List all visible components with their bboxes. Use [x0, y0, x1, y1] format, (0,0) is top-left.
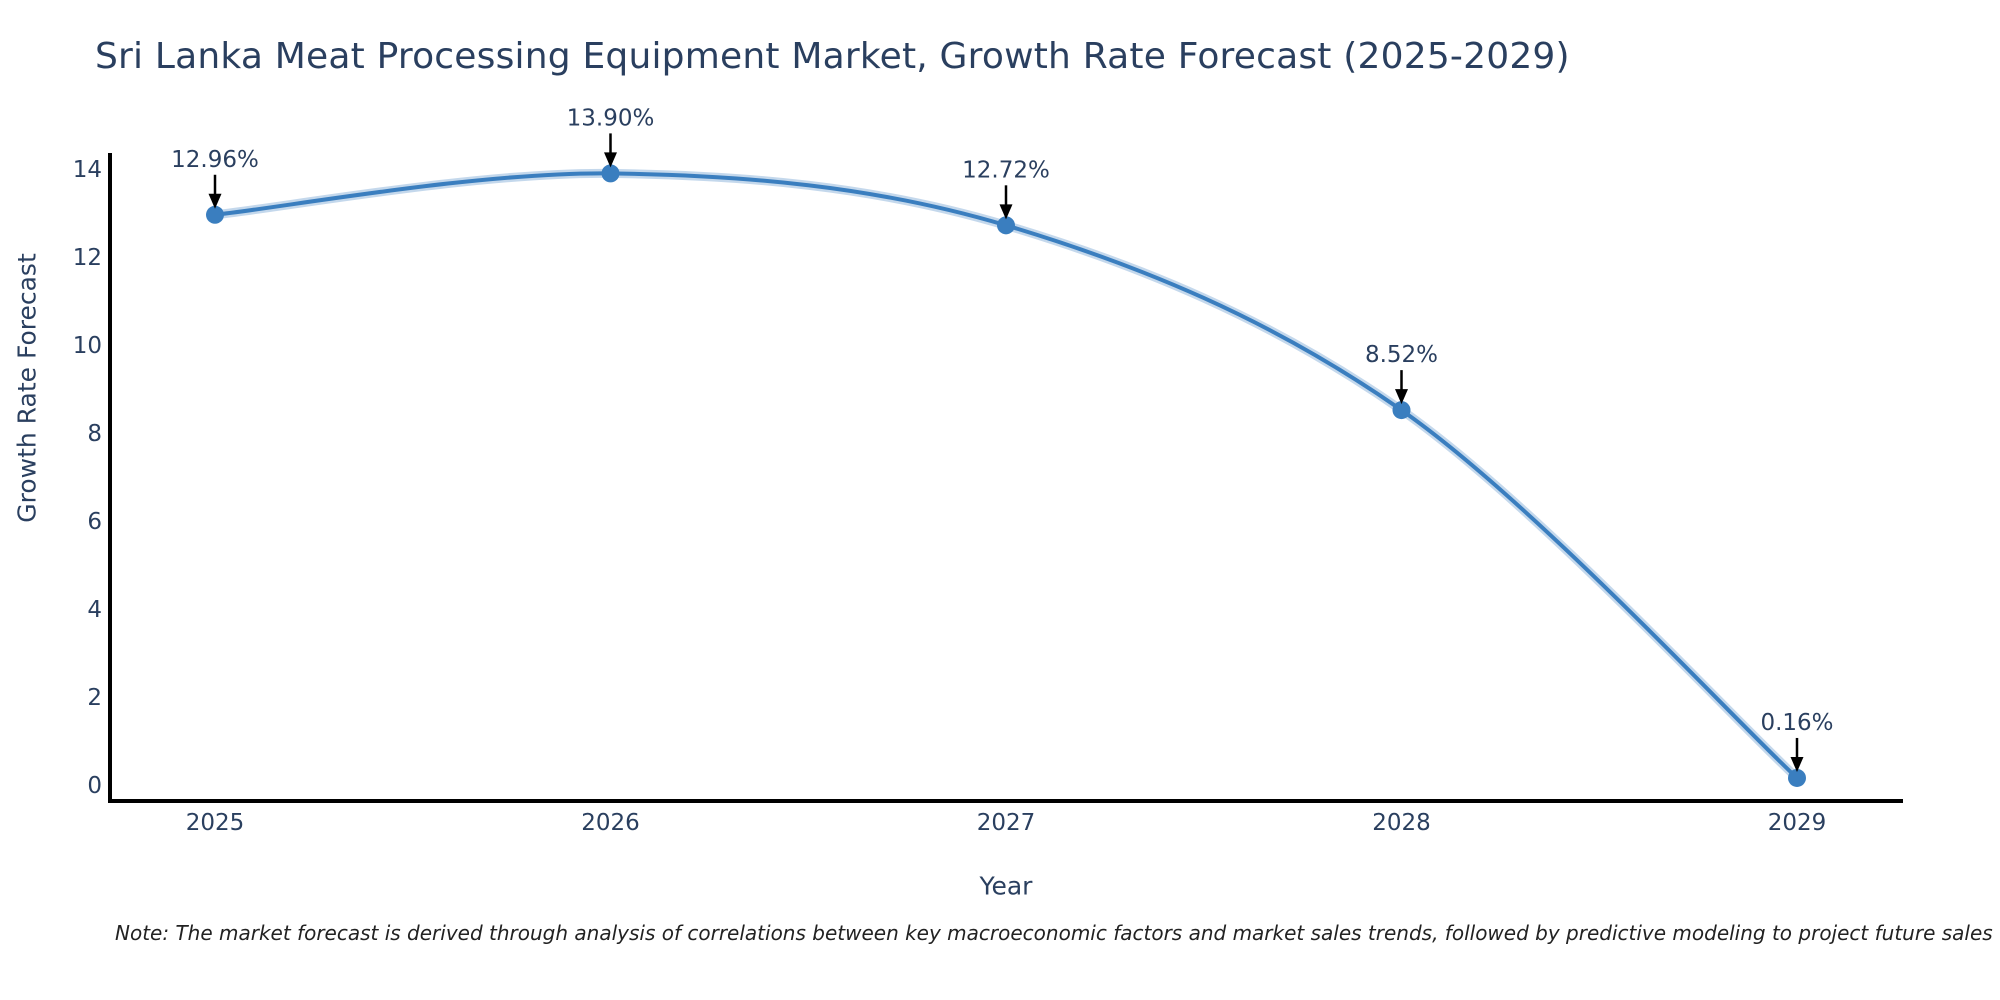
data-point-2026[interactable] — [601, 164, 620, 183]
y-tick-label: 8 — [87, 421, 102, 447]
y-tick-label: 4 — [87, 597, 102, 623]
data-point-label: 8.52% — [1365, 342, 1438, 368]
data-point-label: 13.90% — [567, 105, 655, 131]
data-point-2028[interactable] — [1392, 401, 1411, 420]
x-tick-label: 2029 — [1768, 810, 1827, 836]
footnote: Note: The market forecast is derived thr… — [115, 921, 1993, 945]
y-tick-label: 6 — [87, 509, 102, 535]
data-point-2027[interactable] — [997, 216, 1015, 235]
annotation-arrowhead — [1790, 756, 1804, 772]
y-tick-label: 14 — [73, 157, 102, 183]
data-point-label: 0.16% — [1760, 710, 1833, 736]
series-line-halo — [210, 168, 1802, 783]
x-tick-label: 2028 — [1372, 810, 1431, 836]
x-tick-label: 2026 — [581, 810, 640, 836]
data-point-label: 12.72% — [962, 157, 1050, 183]
data-point-2029[interactable] — [1788, 768, 1806, 787]
data-point-2025[interactable] — [206, 205, 224, 224]
x-tick-label: 2027 — [977, 810, 1036, 836]
annotation-arrowhead — [1395, 389, 1408, 405]
y-tick-label: 12 — [73, 245, 102, 271]
y-tick-label: 2 — [87, 685, 102, 711]
y-tick-label: 10 — [73, 333, 102, 359]
x-axis-title: Year — [979, 871, 1033, 901]
y-tick-label: 0 — [87, 773, 102, 799]
annotation-arrowhead — [604, 152, 617, 168]
annotation-arrowhead — [999, 204, 1013, 220]
data-point-label: 12.96% — [171, 147, 259, 173]
annotation-arrowhead — [208, 193, 222, 209]
chart-title: Sri Lanka Meat Processing Equipment Mark… — [95, 36, 1570, 77]
x-tick-label: 2025 — [186, 810, 245, 836]
series-line — [213, 171, 1799, 780]
